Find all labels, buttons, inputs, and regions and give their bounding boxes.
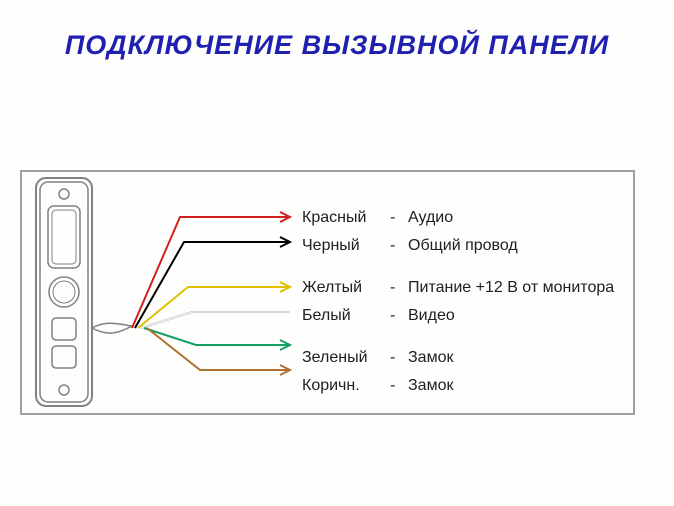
legend-spacer [302, 336, 614, 350]
color-label-black: Черный [302, 238, 390, 254]
diagram-title: ПОДКЛЮЧЕНИЕ ВЫЗЫВНОЙ ПАНЕЛИ [0, 30, 674, 61]
legend-line-yellow: Желтый-Питание +12 В от монитора [302, 280, 614, 302]
wire-brown [147, 328, 290, 370]
legend-spacer [302, 266, 614, 280]
wire-black [135, 242, 290, 328]
dash: - [390, 280, 408, 296]
desc-label-brown: Замок [408, 378, 614, 394]
title-text: ПОДКЛЮЧЕНИЕ ВЫЗЫВНОЙ ПАНЕЛИ [65, 30, 609, 60]
desc-label-white: Видео [408, 308, 614, 324]
legend-line-red: Красный-Аудио [302, 210, 614, 232]
color-label-yellow: Желтый [302, 280, 390, 296]
dash: - [390, 308, 408, 324]
dash: - [390, 378, 408, 394]
wire-white [141, 312, 290, 328]
color-label-brown: Коричн. [302, 378, 390, 394]
legend-line-black: Черный-Общий провод [302, 238, 614, 260]
dash: - [390, 210, 408, 226]
legend-line-brown: Коричн.-Замок [302, 378, 614, 400]
desc-label-yellow: Питание +12 В от монитора [408, 280, 614, 296]
desc-label-green: Замок [408, 350, 614, 366]
legend-line-green: Зеленый-Замок [302, 350, 614, 372]
color-label-red: Красный [302, 210, 390, 226]
desc-label-black: Общий провод [408, 238, 614, 254]
color-label-green: Зеленый [302, 350, 390, 366]
color-label-white: Белый [302, 308, 390, 324]
desc-label-red: Аудио [408, 210, 614, 226]
wire-legend: Красный-АудиоЧерный-Общий проводЖелтый-П… [302, 210, 614, 406]
legend-line-white: Белый-Видео [302, 308, 614, 330]
dash: - [390, 350, 408, 366]
dash: - [390, 238, 408, 254]
diagram-container: Красный-АудиоЧерный-Общий проводЖелтый-П… [20, 170, 635, 415]
